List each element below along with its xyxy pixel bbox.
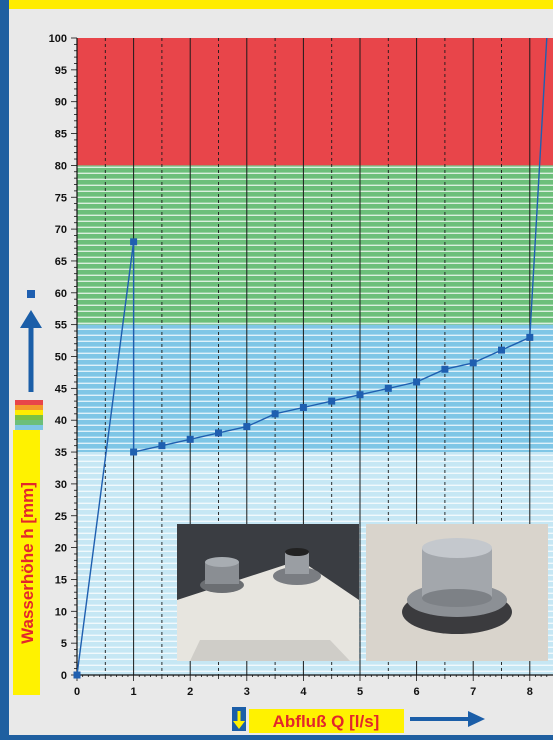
swatch [15, 410, 43, 415]
y-tick-label: 45 [55, 383, 67, 395]
x-tick-label: 2 [187, 686, 193, 698]
data-point [299, 403, 307, 411]
x-tick-label: 0 [74, 686, 80, 698]
right-arrow-icon [410, 711, 485, 727]
data-point [130, 448, 138, 456]
x-axis-label-band [249, 709, 404, 733]
down-arrow-icon [233, 711, 245, 729]
legend-marker-square [27, 290, 35, 298]
data-point [328, 397, 336, 405]
y-axis-label: Wasserhöhe h [mm] [18, 482, 37, 644]
data-point [73, 671, 81, 679]
y-tick-label: 40 [55, 415, 67, 427]
swatch [15, 420, 43, 425]
zone-legend-swatches [15, 400, 43, 430]
y-tick-label: 30 [55, 479, 67, 491]
y-tick-label: 70 [55, 224, 67, 236]
swatch [15, 425, 43, 430]
up-arrow-icon [20, 310, 42, 392]
y-tick-label: 55 [55, 320, 67, 332]
series-group [73, 37, 548, 679]
chart-axes [71, 37, 553, 681]
zone-red [77, 38, 553, 166]
y-tick-label: 15 [55, 574, 67, 586]
data-point [441, 365, 449, 373]
y-axis-label-band [13, 430, 40, 695]
y-tick-label: 95 [55, 65, 67, 77]
swatch [15, 415, 43, 420]
data-point [469, 359, 477, 367]
y-tick-label: 35 [55, 447, 67, 459]
y-tick-label: 25 [55, 511, 67, 523]
bottom-frame-bar [0, 735, 553, 740]
x-tick-label: 5 [357, 686, 363, 698]
data-point [413, 378, 421, 386]
y-tick-label: 10 [55, 606, 67, 618]
x-tick-label: 6 [414, 686, 420, 698]
data-point [243, 423, 251, 431]
data-point [158, 442, 166, 450]
tick-labels: 0510152025303540455055606570758085909510… [49, 33, 533, 698]
data-point [526, 333, 534, 341]
x-tick-label: 7 [470, 686, 476, 698]
data-point [130, 238, 138, 246]
data-point [215, 429, 222, 437]
header-band [0, 0, 553, 9]
product-photo-right [366, 524, 548, 661]
swatch [15, 400, 43, 405]
data-point [356, 391, 364, 399]
y-tick-label: 80 [55, 160, 67, 172]
data-point [186, 435, 194, 443]
y-tick-label: 60 [55, 288, 67, 300]
y-tick-label: 0 [61, 670, 67, 682]
y-tick-label: 100 [49, 33, 67, 45]
x-tick-label: 1 [131, 686, 137, 698]
y-tick-label: 20 [55, 543, 67, 555]
y-tick-label: 5 [61, 638, 67, 650]
product-photo-left [177, 524, 359, 661]
y-tick-label: 90 [55, 97, 67, 109]
x-tick-label: 8 [527, 686, 533, 698]
x-axis-label: Abfluß Q [l/s] [273, 712, 380, 731]
y-tick-label: 85 [55, 129, 67, 141]
y-tick-label: 50 [55, 352, 67, 364]
y-tick-label: 75 [55, 192, 67, 204]
x-tick-label: 4 [300, 686, 307, 698]
data-point [498, 346, 505, 354]
swatch [15, 405, 43, 410]
data-point [271, 410, 279, 418]
y-tick-label: 65 [55, 256, 67, 268]
series-line [76, 37, 548, 676]
left-frame-bar [0, 0, 9, 740]
data-point [384, 384, 392, 392]
x-tick-label: 3 [244, 686, 250, 698]
